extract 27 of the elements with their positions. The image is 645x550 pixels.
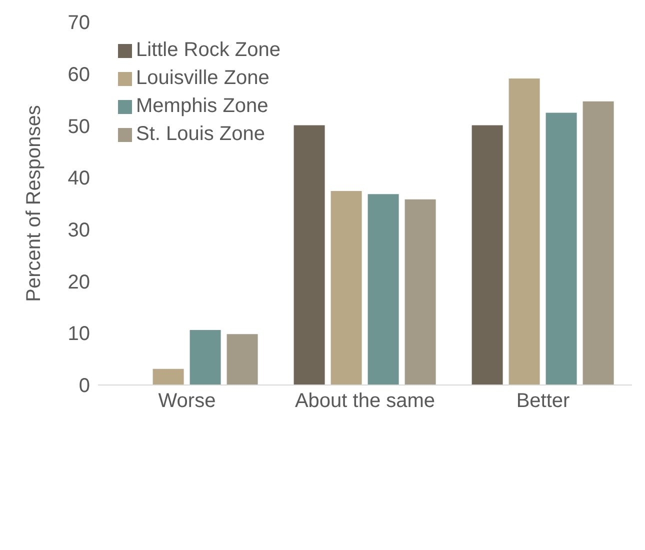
bar: [226, 334, 258, 385]
legend-label: St. Louis Zone: [136, 123, 265, 145]
bar: [404, 199, 436, 385]
x-tick-label: Worse: [158, 390, 216, 412]
y-tick-label: 40: [68, 168, 90, 190]
y-axis-title: Percent of Responses: [23, 105, 46, 302]
bar: [330, 191, 362, 385]
bar: [582, 101, 614, 385]
bar: [472, 125, 503, 385]
legend-label: Memphis Zone: [136, 95, 268, 117]
legend-label: Little Rock Zone: [136, 39, 281, 61]
y-tick-label: 10: [68, 323, 90, 346]
bar: [294, 125, 325, 385]
y-tick-label: 50: [68, 116, 90, 138]
y-tick-label: 0: [78, 375, 90, 398]
x-tick-label: About the same: [294, 390, 436, 412]
y-tick-label: 60: [68, 64, 90, 86]
bar: [368, 194, 399, 385]
bar: [190, 330, 221, 385]
y-tick-label: 70: [68, 12, 90, 34]
bar: [508, 78, 540, 385]
x-tick-label: Better: [516, 390, 570, 412]
y-tick-label: 30: [68, 220, 90, 242]
bar: [152, 368, 184, 385]
y-tick-label: 20: [68, 271, 90, 294]
legend-label: Louisville Zone: [136, 67, 270, 89]
bar: [546, 112, 577, 385]
